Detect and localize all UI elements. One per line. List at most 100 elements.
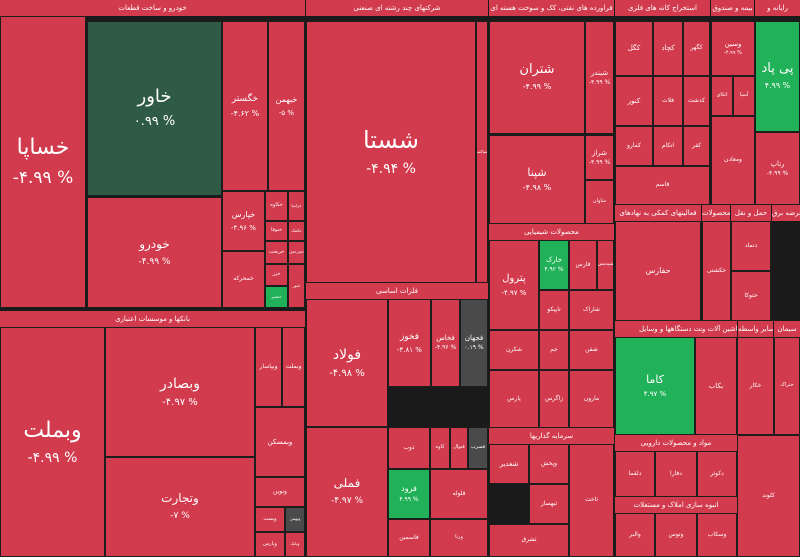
treemap-tile[interactable]: شفن — [569, 330, 614, 370]
treemap-tile[interactable]: ورنا — [430, 519, 488, 557]
treemap-tile[interactable]: شغدیر — [489, 444, 529, 484]
treemap-tile[interactable]: فجهان ۰.۱۹ % — [460, 299, 488, 387]
treemap-tile[interactable]: خپارس -۴.۹۶ % — [222, 191, 265, 251]
treemap-tile[interactable]: خبهمن -۵ % — [268, 21, 305, 191]
treemap-tile[interactable]: وبملت -۴.۹۹ % — [0, 327, 105, 557]
treemap-tile[interactable]: ثشرق — [489, 524, 569, 557]
treemap-tile[interactable]: وبپاسار — [255, 327, 282, 407]
treemap-tile[interactable]: قاسم — [615, 166, 710, 205]
treemap-tile[interactable]: خودرو -۴.۹۹ % — [87, 197, 222, 308]
tile-symbol: پترول — [502, 273, 526, 285]
treemap-tile[interactable]: پارس — [489, 370, 539, 428]
treemap-tile[interactable]: خکمک — [288, 221, 305, 241]
treemap-tile[interactable]: خنصیر — [265, 286, 288, 308]
treemap-tile[interactable]: کگل — [615, 21, 653, 76]
treemap-tile[interactable]: حتوکا — [731, 271, 771, 321]
treemap-tile[interactable]: فاسمین — [388, 519, 430, 557]
treemap-tile[interactable]: مارون — [569, 370, 614, 428]
treemap-tile[interactable]: آسیا — [733, 76, 755, 116]
treemap-tile[interactable]: فلات — [653, 76, 683, 126]
treemap-tile[interactable]: شپنا -۴.۹۸ % — [489, 135, 585, 224]
treemap-tile[interactable]: وسین -۴.۹۹ % — [711, 21, 755, 76]
treemap-tile[interactable]: فارس — [569, 240, 597, 290]
treemap-tile[interactable]: ذوب — [388, 427, 430, 469]
treemap-tile[interactable]: وبملت — [282, 327, 305, 407]
treemap-tile[interactable]: اتکام — [653, 126, 683, 166]
treemap-tile[interactable]: کفر — [683, 126, 710, 166]
treemap-tile[interactable]: شستا -۴.۹۴ % — [306, 21, 476, 283]
treemap-tile[interactable]: کچاد — [653, 21, 683, 76]
tile-symbol: وبمسکن — [267, 437, 293, 446]
treemap-tile[interactable]: خزر — [265, 264, 288, 286]
treemap-tile[interactable]: کنور — [615, 76, 653, 126]
treemap-tile[interactable]: اتکای — [711, 76, 733, 116]
treemap-tile[interactable]: ختوقا — [265, 221, 288, 241]
treemap-tile[interactable]: پترول -۴.۹۷ % — [489, 240, 539, 330]
treemap-tile[interactable]: فنوال — [450, 427, 468, 469]
treemap-tile[interactable]: کگهر — [683, 21, 710, 76]
treemap-tile[interactable]: خارک ۴.۹۲ % — [539, 240, 569, 290]
treemap-tile[interactable]: وتوس — [655, 513, 697, 557]
treemap-tile[interactable]: وتجارت -۷ % — [105, 457, 255, 557]
treemap-tile[interactable]: خساپا -۴.۹۹ % — [0, 16, 86, 308]
treemap-tile[interactable]: بکاب — [695, 337, 737, 435]
treemap-tile[interactable]: فملی -۴.۹۷ % — [306, 427, 388, 557]
treemap-tile[interactable]: شاوان — [585, 180, 614, 224]
treemap-tile[interactable]: خزامیا — [288, 191, 305, 221]
treemap-tile[interactable]: خکاوه — [265, 191, 288, 221]
tile-change: -۴.۹۶ % — [434, 344, 457, 352]
treemap-tile[interactable]: رتاپ -۴.۹۹ % — [755, 132, 800, 205]
treemap-tile[interactable]: شپاکسا — [476, 21, 488, 283]
treemap-tile[interactable]: وبصادر -۴.۹۷ % — [105, 327, 255, 457]
treemap-tile[interactable]: خاور ۰.۹۹ % — [87, 21, 222, 196]
treemap-tile[interactable]: فولاد -۴.۹۸ % — [306, 299, 388, 427]
treemap-tile[interactable]: والبر — [615, 513, 655, 557]
treemap-tile[interactable]: جم — [539, 330, 569, 370]
treemap-tile[interactable]: خکار — [737, 337, 774, 435]
treemap-tile[interactable]: ختور — [288, 264, 305, 308]
treemap-tile[interactable]: کدشت — [683, 76, 710, 126]
treemap-tile[interactable]: شکرن — [489, 330, 539, 370]
treemap-tile[interactable]: فرود ۴.۹۹ % — [388, 469, 430, 519]
treemap-tile[interactable]: فخاس -۴.۹۶ % — [431, 299, 460, 387]
treemap-tile[interactable]: ومعادن — [711, 116, 755, 205]
treemap-tile[interactable]: دلقما — [615, 451, 655, 497]
treemap-tile[interactable]: شراز -۴.۹۹ % — [585, 135, 614, 180]
treemap-tile[interactable]: خچرخش — [288, 241, 305, 264]
treemap-tile[interactable]: وپست — [255, 507, 285, 532]
treemap-tile[interactable]: فلوله — [430, 469, 488, 519]
treemap-tile[interactable]: شتران -۴.۹۹ % — [489, 21, 585, 134]
treemap-tile[interactable]: ثبهساز — [529, 484, 569, 524]
treemap-tile[interactable]: شبندر -۴.۹۹ % — [585, 21, 614, 134]
treemap-tile[interactable]: وبانک — [285, 532, 305, 557]
treemap-tile[interactable]: فخوز -۴.۸۱ % — [388, 299, 431, 387]
treemap-tile[interactable]: کاما ۴.۹۷ % — [615, 337, 695, 435]
treemap-tile[interactable]: پی پاد ۴.۹۹ % — [755, 21, 800, 132]
treemap-tile[interactable]: کمارو — [615, 126, 653, 166]
treemap-tile[interactable]: زاگرس — [539, 370, 569, 428]
treemap-tile[interactable]: خگستر -۴.۶۲ % — [222, 21, 268, 191]
treemap-tile[interactable]: حکشتی — [702, 221, 731, 321]
treemap-tile[interactable]: وبمسکن — [255, 407, 305, 477]
treemap-tile[interactable]: شپدیس — [597, 240, 614, 290]
tile-symbol: کگل — [627, 44, 641, 53]
treemap-tile[interactable]: وپخش — [529, 444, 569, 484]
treemap-tile[interactable]: وسکاب — [697, 513, 737, 557]
treemap-tile[interactable]: ونوین — [255, 477, 305, 507]
treemap-tile[interactable]: دتماد — [731, 221, 771, 271]
treemap-tile[interactable]: فسرب — [468, 427, 488, 469]
treemap-tile[interactable]: ثاخت — [569, 444, 614, 557]
tile-symbol: خکاوه — [270, 202, 283, 209]
treemap-tile[interactable]: ختراک — [774, 337, 800, 435]
treemap-tile[interactable]: شاراک — [569, 290, 614, 330]
treemap-tile[interactable]: دفارا — [655, 451, 697, 497]
treemap-tile[interactable]: حفارس — [615, 221, 701, 321]
treemap-tile[interactable]: خریخت — [265, 241, 288, 264]
treemap-tile[interactable]: خمحرکه — [222, 251, 265, 308]
treemap-tile[interactable]: دکوثر — [697, 451, 737, 497]
treemap-tile[interactable]: کاوه — [430, 427, 450, 469]
treemap-tile[interactable]: تاپیکو — [539, 290, 569, 330]
treemap-tile[interactable]: وپارس — [255, 532, 285, 557]
treemap-tile[interactable]: وبهمن — [285, 507, 305, 532]
treemap-tile[interactable]: کلوند — [737, 435, 800, 557]
